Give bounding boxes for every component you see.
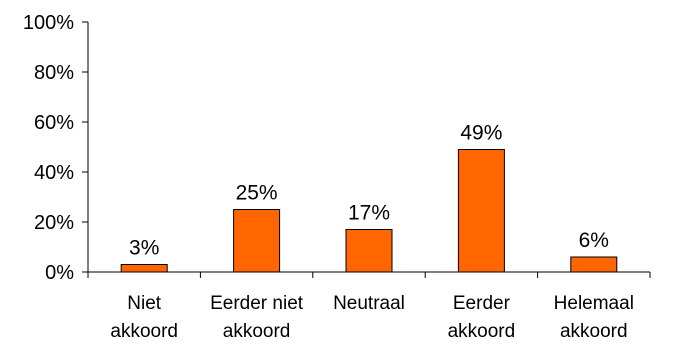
y-tick-label: 100%	[23, 12, 74, 34]
x-category-label: Neutraal	[333, 293, 405, 314]
x-category-label: Niet akkoord	[110, 293, 178, 342]
data-label: 25%	[236, 182, 278, 205]
bar	[345, 229, 393, 273]
bar	[233, 209, 281, 273]
y-tick-label: 80%	[34, 62, 74, 84]
bar	[120, 264, 168, 273]
data-label: 6%	[579, 229, 609, 252]
x-category-label-line: akkoord	[223, 321, 291, 342]
x-category-label-line: Helemaal	[554, 293, 634, 314]
data-label: 17%	[348, 202, 390, 225]
x-category-label-line: Niet	[127, 293, 162, 314]
y-tick-label: 20%	[34, 212, 74, 234]
x-category-label: Eerder niet akkoord	[210, 293, 304, 342]
x-category-label: Eerder akkoord	[448, 293, 516, 342]
y-tick-label: 0%	[45, 262, 74, 284]
x-category-label: Helemaal akkoord	[554, 293, 634, 342]
data-label: 3%	[129, 237, 159, 260]
y-tick-label: 40%	[34, 162, 74, 184]
bar	[570, 256, 618, 273]
x-category-label-line: Neutraal	[333, 293, 405, 314]
bar	[457, 149, 505, 273]
data-label: 49%	[460, 122, 502, 145]
x-category-label-line: Eerder	[453, 293, 511, 314]
x-category-label-line: akkoord	[560, 321, 628, 342]
x-category-label-line: akkoord	[448, 321, 516, 342]
y-tick-label: 60%	[34, 112, 74, 134]
x-category-label-line: Eerder niet	[210, 293, 304, 314]
plot-area: 0% 20% 40% 60% 80% 100% 3% Niet akkoord 25% Eerder…	[23, 12, 651, 342]
x-category-label-line: akkoord	[110, 321, 178, 342]
